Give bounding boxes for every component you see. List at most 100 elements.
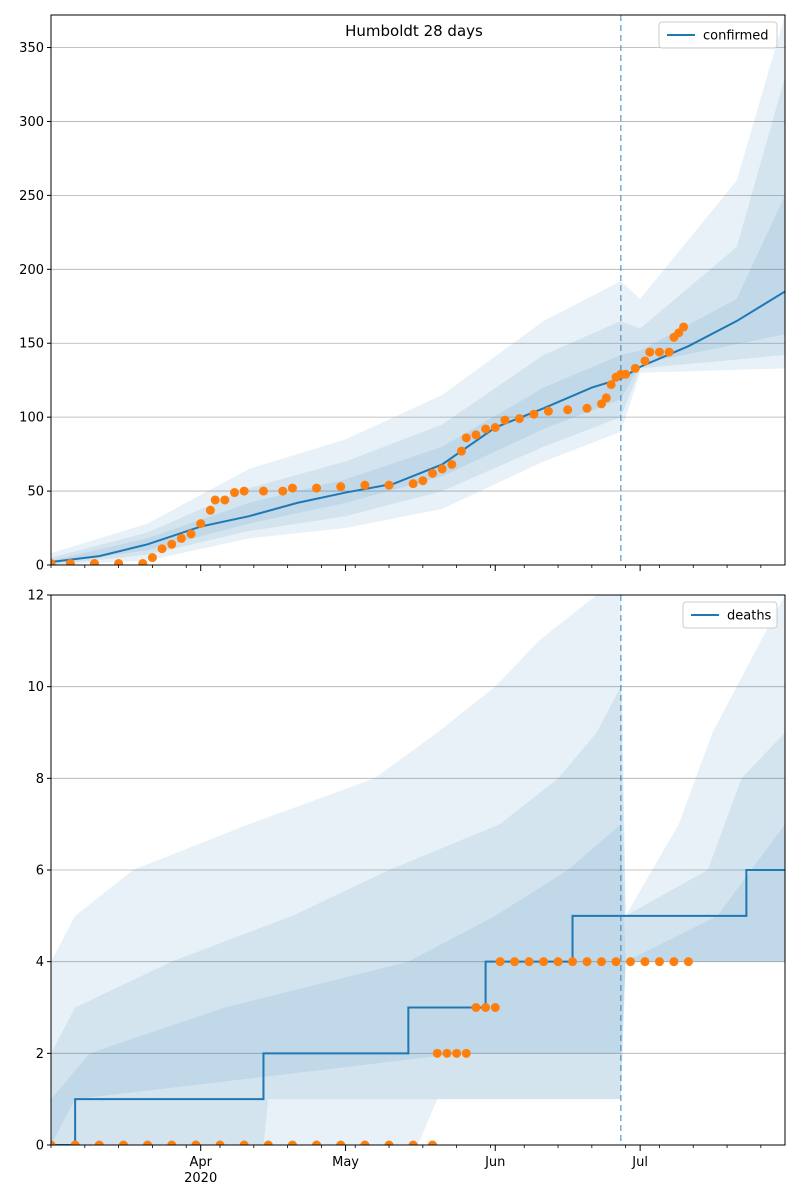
observed-point xyxy=(664,347,674,357)
observed-point xyxy=(495,957,505,967)
observed-point xyxy=(597,957,606,967)
observed-point xyxy=(625,957,635,967)
observed-point xyxy=(191,1140,201,1145)
y-tick-label: 6 xyxy=(36,864,44,879)
observed-point xyxy=(645,347,655,357)
observed-point xyxy=(230,488,239,498)
observed-point xyxy=(461,1048,471,1058)
observed-point xyxy=(287,1140,297,1145)
observed-point xyxy=(601,393,611,403)
observed-point xyxy=(186,529,196,539)
observed-point xyxy=(51,1140,56,1145)
observed-point xyxy=(384,480,394,490)
observed-point xyxy=(336,482,346,492)
observed-point xyxy=(553,957,563,967)
observed-point xyxy=(568,957,578,967)
observed-point xyxy=(360,480,370,490)
observed-point xyxy=(539,957,549,967)
observed-point xyxy=(510,957,520,967)
legend: confirmed xyxy=(658,21,778,49)
axes-frame xyxy=(50,14,786,566)
observed-point xyxy=(167,1140,177,1145)
observed-point xyxy=(654,957,664,967)
observed-point xyxy=(239,1140,249,1145)
observed-point xyxy=(51,559,56,565)
observed-point xyxy=(143,1140,153,1145)
observed-point xyxy=(360,1140,370,1145)
observed-point xyxy=(582,957,592,967)
legend-box xyxy=(682,601,778,629)
observed-point xyxy=(461,433,471,443)
y-tick-label: 100 xyxy=(19,411,44,426)
observed-point xyxy=(205,505,215,515)
x-tick-label: Jun xyxy=(484,1155,505,1170)
confirmed-panel: 0 50 100 150 200 250 300 350 Humboldt 28 days con… xyxy=(19,14,786,574)
plot-area xyxy=(51,15,785,565)
observed-point xyxy=(196,519,206,529)
x-tick-sublabel: 2020 xyxy=(184,1171,217,1186)
observed-point xyxy=(176,533,186,543)
observed-point xyxy=(427,468,437,478)
observed-point xyxy=(418,476,428,486)
y-tick-label: 300 xyxy=(19,115,44,130)
observed-point xyxy=(621,369,631,379)
observed-point xyxy=(312,483,322,493)
observed-point xyxy=(89,559,99,565)
y-tick-label: 0 xyxy=(36,559,44,574)
observed-point xyxy=(669,957,679,967)
observed-point xyxy=(640,356,650,366)
y-tick-label: 8 xyxy=(36,772,44,787)
observed-point xyxy=(500,415,510,425)
observed-point xyxy=(258,486,268,496)
observed-point xyxy=(70,1140,80,1145)
y-tick-label: 12 xyxy=(27,589,44,604)
observed-point xyxy=(447,459,457,469)
x-tick-label: May xyxy=(332,1155,359,1170)
observed-point xyxy=(514,414,524,424)
observed-point xyxy=(679,322,689,332)
y-tick-label: 0 xyxy=(36,1139,44,1154)
observed-point xyxy=(114,559,124,565)
observed-point xyxy=(215,1140,225,1145)
band-middle xyxy=(51,686,785,1145)
observed-point xyxy=(481,424,491,434)
y-tick-label: 2 xyxy=(36,1047,44,1062)
observed-point xyxy=(490,423,500,432)
observed-point xyxy=(471,1003,481,1012)
observed-point xyxy=(437,464,447,474)
y-tick-label: 4 xyxy=(36,955,44,970)
band-outer xyxy=(51,15,785,565)
x-tick-label: Jul xyxy=(631,1155,648,1170)
observed-point xyxy=(65,559,75,565)
observed-point xyxy=(640,957,650,967)
observed-point xyxy=(138,559,148,565)
deaths-line xyxy=(51,869,785,1145)
y-tick-label: 10 xyxy=(27,680,44,695)
observed-point xyxy=(606,380,616,390)
observed-point xyxy=(543,406,553,416)
observed-point xyxy=(611,957,621,967)
observed-point xyxy=(630,363,640,373)
observed-point xyxy=(157,544,167,554)
observed-point xyxy=(118,1140,128,1145)
y-tick-label: 350 xyxy=(19,41,44,56)
band-inner xyxy=(51,824,785,1145)
observed-point xyxy=(582,403,592,413)
observed-point xyxy=(452,1048,462,1058)
plot-area xyxy=(51,595,785,1145)
band-middle xyxy=(51,77,785,565)
legend-box xyxy=(658,21,778,49)
observed-point xyxy=(432,1048,442,1058)
y-tick-label: 50 xyxy=(27,485,44,500)
observed-point xyxy=(239,486,249,496)
observed-point xyxy=(94,1140,104,1145)
chart-title: Humboldt 28 days xyxy=(345,22,483,40)
observed-point xyxy=(408,1140,418,1145)
observed-point xyxy=(456,446,466,456)
observed-point xyxy=(490,1003,500,1012)
observed-point xyxy=(312,1140,322,1145)
observed-point xyxy=(147,553,157,563)
observed-point xyxy=(563,405,573,415)
observed-point xyxy=(167,539,177,549)
